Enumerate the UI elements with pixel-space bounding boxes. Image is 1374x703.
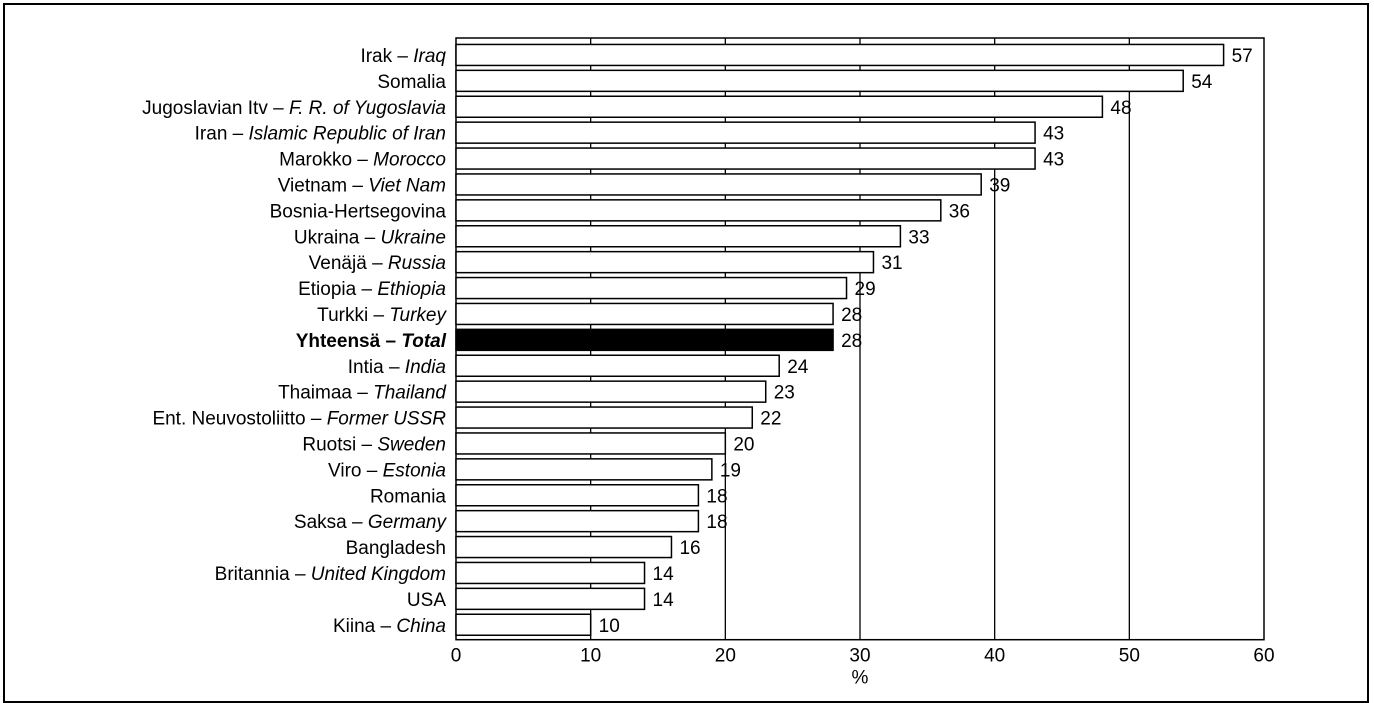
value-label-17: 18 bbox=[706, 486, 727, 507]
bar-7 bbox=[455, 225, 902, 248]
bar-17 bbox=[455, 484, 700, 507]
value-label-6: 36 bbox=[949, 201, 970, 222]
bar-22 bbox=[455, 613, 592, 636]
bar-16 bbox=[455, 458, 713, 481]
value-label-19: 16 bbox=[679, 538, 700, 559]
bar-2 bbox=[455, 95, 1104, 118]
value-label-4: 43 bbox=[1043, 150, 1064, 171]
bar-11 bbox=[455, 328, 834, 352]
value-label-10: 28 bbox=[841, 305, 862, 326]
x-tick-label-30: 30 bbox=[849, 646, 870, 667]
category-label-13: Thaimaa – Thailand bbox=[278, 383, 447, 404]
bar-8 bbox=[455, 250, 875, 274]
bar-10 bbox=[455, 302, 834, 326]
category-label-7: Ukraina – Ukraine bbox=[294, 227, 446, 248]
value-label-18: 18 bbox=[706, 512, 727, 533]
category-label-22: Kiina – China bbox=[333, 616, 446, 637]
category-label-16: Viro – Estonia bbox=[328, 460, 446, 481]
bar-4 bbox=[455, 147, 1036, 170]
category-label-3: Iran – Islamic Republic of Iran bbox=[195, 124, 446, 145]
bar-14 bbox=[455, 406, 754, 429]
value-label-20: 14 bbox=[653, 564, 675, 585]
bar-5 bbox=[455, 173, 982, 196]
category-label-4: Marokko – Morocco bbox=[279, 150, 446, 171]
bar-18 bbox=[455, 509, 700, 533]
value-label-22: 10 bbox=[599, 616, 620, 637]
value-label-8: 31 bbox=[881, 253, 902, 274]
value-label-0: 57 bbox=[1232, 46, 1253, 67]
category-label-10: Turkki – Turkey bbox=[317, 305, 447, 326]
value-label-2: 48 bbox=[1110, 98, 1131, 119]
category-label-0: Irak – Iraq bbox=[360, 46, 446, 67]
category-label-1: Somalia bbox=[377, 72, 446, 93]
value-label-3: 43 bbox=[1043, 124, 1064, 145]
category-label-14: Ent. Neuvostoliitto – Former USSR bbox=[152, 409, 446, 430]
bar-20 bbox=[455, 561, 646, 585]
value-label-12: 24 bbox=[787, 357, 809, 378]
category-label-9: Etiopia – Ethiopia bbox=[298, 279, 446, 300]
category-label-15: Ruotsi – Sweden bbox=[302, 434, 446, 455]
bar-0 bbox=[455, 43, 1225, 67]
value-label-1: 54 bbox=[1191, 72, 1213, 93]
category-label-17: Romania bbox=[370, 486, 446, 507]
bar-15 bbox=[455, 432, 727, 455]
value-label-9: 29 bbox=[855, 279, 876, 300]
bar-9 bbox=[455, 276, 848, 300]
bar-21 bbox=[455, 587, 646, 611]
bar-19 bbox=[455, 535, 673, 559]
value-label-7: 33 bbox=[908, 227, 929, 248]
category-label-8: Venäjä – Russia bbox=[309, 253, 446, 274]
category-label-12: Intia – India bbox=[348, 357, 446, 378]
category-label-20: Britannia – United Kingdom bbox=[215, 564, 446, 585]
x-tick-label-20: 20 bbox=[715, 646, 736, 667]
x-tick-label-10: 10 bbox=[580, 646, 601, 667]
x-axis-label: % bbox=[852, 668, 869, 689]
value-label-14: 22 bbox=[760, 409, 781, 430]
value-label-13: 23 bbox=[774, 383, 795, 404]
x-tick-label-40: 40 bbox=[984, 646, 1005, 667]
category-label-19: Bangladesh bbox=[346, 538, 446, 559]
category-label-2: Jugoslavian Itv – F. R. of Yugoslavia bbox=[142, 98, 446, 119]
value-label-15: 20 bbox=[733, 434, 754, 455]
value-label-5: 39 bbox=[989, 175, 1010, 196]
bar-3 bbox=[455, 121, 1036, 144]
x-tick-label-0: 0 bbox=[451, 646, 462, 667]
bar-12 bbox=[455, 354, 780, 377]
value-label-16: 19 bbox=[720, 460, 741, 481]
x-tick-label-60: 60 bbox=[1253, 646, 1274, 667]
bar-6 bbox=[455, 199, 942, 222]
category-label-5: Vietnam – Viet Nam bbox=[278, 175, 446, 196]
category-label-18: Saksa – Germany bbox=[294, 512, 448, 533]
value-label-11: 28 bbox=[841, 331, 862, 352]
category-label-11: Yhteensä – Total bbox=[296, 331, 447, 352]
category-label-6: Bosnia-Hertsegovina bbox=[270, 201, 447, 222]
bar-1 bbox=[455, 69, 1184, 93]
bar-13 bbox=[455, 380, 767, 403]
x-tick-label-50: 50 bbox=[1119, 646, 1140, 667]
category-label-21: USA bbox=[407, 590, 446, 611]
value-label-21: 14 bbox=[653, 590, 675, 611]
